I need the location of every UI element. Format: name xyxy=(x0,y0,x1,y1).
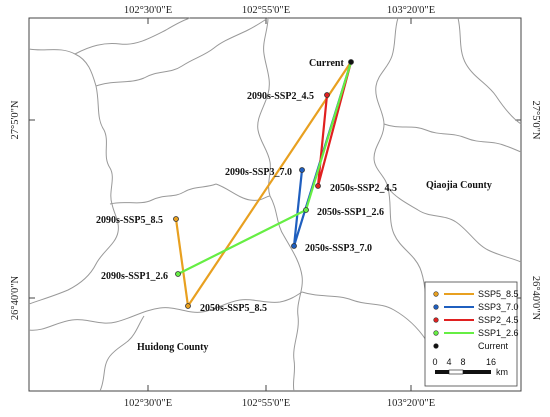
legend-item: SSP5_8.5 xyxy=(433,289,519,299)
top-tick-label: 103°20'0"E xyxy=(387,5,435,16)
bottom-tick-label: 103°20'0"E xyxy=(387,398,435,409)
scale-unit: km xyxy=(496,367,508,377)
legend-item: SSP1_2.6 xyxy=(433,328,519,338)
bottom-tick-label: 102°55'0"E xyxy=(242,398,290,409)
current-marker xyxy=(348,59,354,65)
county-label-qiaojia: Qiaojia County xyxy=(426,180,492,191)
left-tick-label: 27°5'0"N xyxy=(10,100,21,139)
bottom-tick-label: 102°30'0"E xyxy=(124,398,172,409)
scale-tick-label: 0 xyxy=(432,357,437,367)
scale-segment xyxy=(435,370,449,374)
2090s-ssp1-marker xyxy=(175,271,181,277)
scale-segment xyxy=(448,369,464,375)
scale-bar: 0 4 8 16 km xyxy=(432,357,508,377)
label-2090s-ssp3: 2090s-SSP3_7.0 xyxy=(225,167,292,178)
legend-marker xyxy=(433,291,439,297)
label-2090s-ssp1: 2090s-SSP1_2.6 xyxy=(101,271,168,282)
scale-tick-label: 8 xyxy=(460,357,465,367)
2050s-ssp3-marker xyxy=(291,243,297,249)
label-2050s-ssp3: 2050s-SSP3_7.0 xyxy=(305,243,372,254)
county-label-huidong: Huidong County xyxy=(137,342,208,353)
legend: SSP5_8.5 SSP3_7.0 SSP2_4.5 SSP1_2.6 Curr… xyxy=(424,281,519,387)
legend-label: SSP1_2.6 xyxy=(478,328,519,338)
2050s-ssp1-marker xyxy=(303,207,309,213)
top-tick-label: 102°55'0"E xyxy=(242,5,290,16)
scale-segment xyxy=(463,370,491,374)
legend-label: Current xyxy=(478,341,509,351)
label-2050s-ssp5: 2050s-SSP5_8.5 xyxy=(200,303,267,314)
legend-label: SSP3_7.0 xyxy=(478,302,519,312)
2090s-ssp2-marker xyxy=(324,92,330,98)
2050s-ssp5-marker xyxy=(185,303,191,309)
2090s-ssp5-marker xyxy=(173,216,179,222)
legend-marker xyxy=(433,330,439,336)
legend-label: SSP5_8.5 xyxy=(478,289,519,299)
point-markers xyxy=(173,59,354,309)
2090s-ssp3-marker xyxy=(299,167,305,173)
legend-label: SSP2_4.5 xyxy=(478,315,519,325)
label-2050s-ssp1: 2050s-SSP1_2.6 xyxy=(317,207,384,218)
label-current: Current xyxy=(309,58,344,69)
2050s-ssp2-marker xyxy=(315,183,321,189)
scale-tick-label: 16 xyxy=(486,357,496,367)
point-labels: Current 2090s-SSP2_4.5 2090s-SSP3_7.0 20… xyxy=(96,58,397,314)
legend-item: SSP2_4.5 xyxy=(433,315,519,325)
legend-marker xyxy=(433,343,439,349)
county-boundaries xyxy=(28,17,522,392)
scale-tick-label: 4 xyxy=(446,357,451,367)
legend-marker xyxy=(433,304,439,310)
legend-item: Current xyxy=(433,341,509,351)
legend-marker xyxy=(433,317,439,323)
legend-item: SSP3_7.0 xyxy=(433,302,519,312)
right-tick-label: 26°40'0"N xyxy=(530,276,541,321)
label-2050s-ssp2: 2050s-SSP2_4.5 xyxy=(330,183,397,194)
left-tick-label: 26°40'0"N xyxy=(10,275,21,320)
label-2090s-ssp2: 2090s-SSP2_4.5 xyxy=(247,91,314,102)
right-tick-label: 27°5'0"N xyxy=(530,101,541,140)
top-tick-label: 102°30'0"E xyxy=(124,5,172,16)
label-2090s-ssp5: 2090s-SSP5_8.5 xyxy=(96,215,163,226)
